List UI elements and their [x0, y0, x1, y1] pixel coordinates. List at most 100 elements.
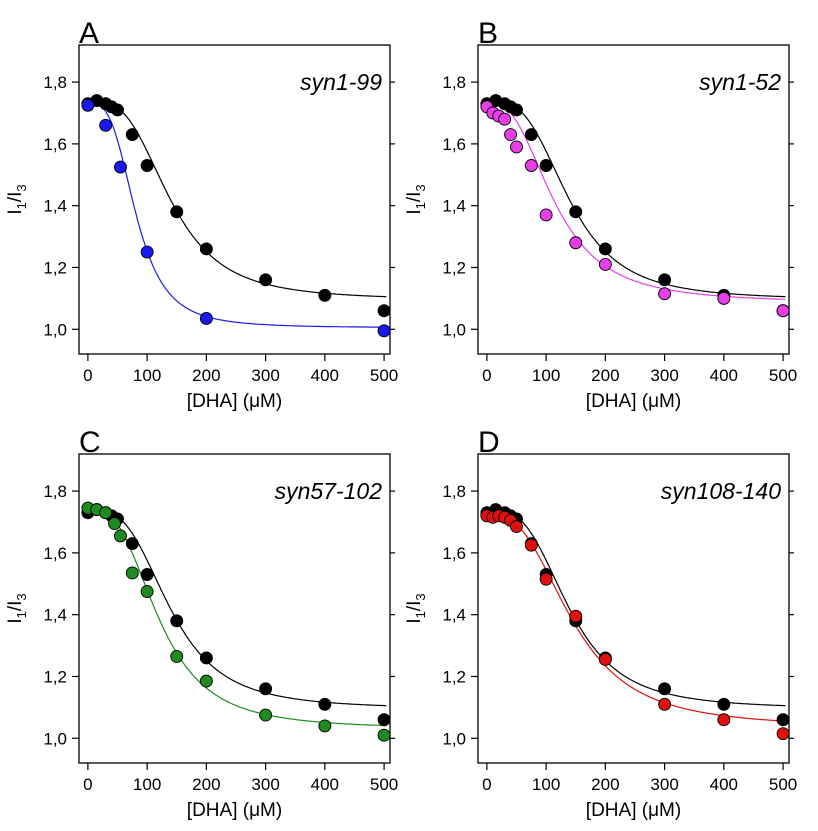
data-point-reference	[140, 568, 154, 581]
construct-label: syn57-102	[275, 478, 383, 504]
data-point-construct	[717, 713, 731, 727]
data-point-construct	[259, 708, 273, 722]
data-point-construct	[524, 538, 538, 552]
data-point-reference	[259, 273, 273, 287]
data-point-construct	[114, 529, 127, 543]
y-tick-label: 1,8	[43, 482, 67, 501]
x-tick-label: 0	[83, 775, 92, 794]
x-tick-label: 100	[133, 775, 161, 794]
x-tick-label: 500	[769, 366, 797, 385]
y-axis-title: I1/I3	[404, 184, 428, 214]
construct-label: syn1-52	[699, 69, 781, 95]
data-point-construct	[81, 98, 95, 112]
data-point-construct	[108, 517, 121, 530]
x-tick-label: 200	[591, 366, 619, 385]
y-axis-title-sub: 3	[14, 184, 29, 191]
y-tick-label: 1,4	[43, 197, 67, 216]
x-tick-label: 0	[83, 366, 92, 385]
y-axis-title-sub: 1	[14, 202, 29, 209]
y-tick-label: 1,0	[442, 320, 466, 339]
y-axis-title-main: I	[404, 618, 425, 623]
chart-panel-b: 0 100 200 300 400 500 1,0 1,2 1,4 1,6 1,8 [DHA] (μM…	[404, 17, 797, 412]
x-tick-label: 400	[311, 366, 339, 385]
y-tick-label: 1,0	[43, 320, 67, 339]
data-point-reference	[539, 159, 553, 172]
y-axis-title-sep: /I	[5, 601, 26, 612]
y-tick-label: 1,0	[43, 729, 67, 748]
y-axis-title: I1/I3	[5, 184, 29, 214]
chart-panel-c: 0 100 200 300 400 500 1,0 1,2 1,4 1,6 1,8 [DHA] (μM…	[5, 426, 398, 821]
x-tick-label: 500	[370, 366, 398, 385]
data-point-reference	[318, 697, 332, 711]
y-axis-title-sub: 1	[413, 611, 428, 618]
data-point-construct	[539, 572, 553, 586]
data-point-reference	[717, 697, 731, 711]
data-point-reference	[125, 128, 139, 142]
plot-frame	[477, 44, 790, 355]
x-tick-label: 400	[311, 775, 339, 794]
fit-curve-construct	[486, 513, 786, 722]
data-point-construct	[199, 312, 213, 325]
y-tick-label: 1,6	[43, 135, 67, 154]
data-point-reference	[658, 273, 672, 287]
data-point-construct	[598, 653, 612, 666]
data-point-construct	[539, 208, 553, 222]
data-point-reference	[111, 103, 124, 117]
data-point-construct	[199, 674, 213, 688]
data-point-construct	[776, 304, 789, 318]
data-point-construct	[170, 649, 184, 663]
data-point-construct	[125, 566, 139, 580]
y-axis-title-main: I	[5, 618, 26, 623]
y-tick-label: 1,2	[43, 258, 67, 277]
x-tick-label: 500	[370, 775, 398, 794]
data-point-reference	[199, 242, 213, 256]
plot-frame	[477, 453, 790, 764]
data-point-reference	[510, 103, 523, 117]
y-axis-title-sep: /I	[5, 192, 26, 203]
y-axis-title-sub: 1	[413, 202, 428, 209]
x-tick-label: 300	[650, 366, 678, 385]
chart-panel-a: 0 100 200 300 400 500 1,0 1,2 1,4 1,6 1,8 [DHA] (μM…	[5, 17, 398, 412]
data-point-construct	[658, 287, 672, 301]
data-point-construct	[510, 520, 523, 534]
x-tick-label: 300	[251, 366, 279, 385]
data-point-construct	[114, 160, 127, 174]
y-axis-title-sep: /I	[404, 601, 425, 612]
y-axis-title-sub: 3	[413, 184, 428, 191]
data-point-construct	[99, 506, 113, 520]
data-point-construct	[377, 728, 390, 742]
data-point-construct	[318, 719, 332, 733]
data-point-reference	[569, 205, 583, 219]
data-point-construct	[498, 112, 512, 126]
y-tick-label: 1,6	[442, 544, 466, 563]
y-tick-label: 1,8	[442, 73, 466, 92]
x-tick-label: 200	[591, 775, 619, 794]
chart-panel-d: 0 100 200 300 400 500 1,0 1,2 1,4 1,6 1,8 [DHA] (μM…	[404, 426, 797, 821]
data-point-construct	[510, 140, 523, 154]
x-tick-label: 0	[482, 775, 491, 794]
data-point-reference	[524, 128, 538, 142]
x-tick-label: 200	[192, 366, 220, 385]
data-point-construct	[504, 128, 518, 142]
x-tick-label: 400	[710, 775, 738, 794]
data-point-reference	[658, 682, 672, 696]
data-point-reference	[199, 651, 213, 665]
y-tick-label: 1,6	[442, 135, 466, 154]
y-axis-title: I1/I3	[5, 593, 29, 623]
y-axis-title-main: I	[404, 209, 425, 214]
data-point-construct	[598, 257, 612, 271]
plot-frame	[78, 44, 391, 355]
x-tick-label: 500	[769, 775, 797, 794]
data-point-reference	[318, 288, 332, 302]
y-tick-label: 1,0	[442, 729, 466, 748]
data-point-construct	[569, 609, 583, 623]
y-tick-label: 1,8	[43, 73, 67, 92]
y-axis-title-sep: /I	[404, 192, 425, 203]
data-point-reference	[377, 713, 390, 727]
data-point-construct	[717, 291, 731, 305]
panel-letter: D	[478, 426, 500, 459]
y-tick-label: 1,2	[442, 667, 466, 686]
y-tick-label: 1,8	[442, 482, 466, 501]
y-tick-label: 1,2	[43, 667, 67, 686]
